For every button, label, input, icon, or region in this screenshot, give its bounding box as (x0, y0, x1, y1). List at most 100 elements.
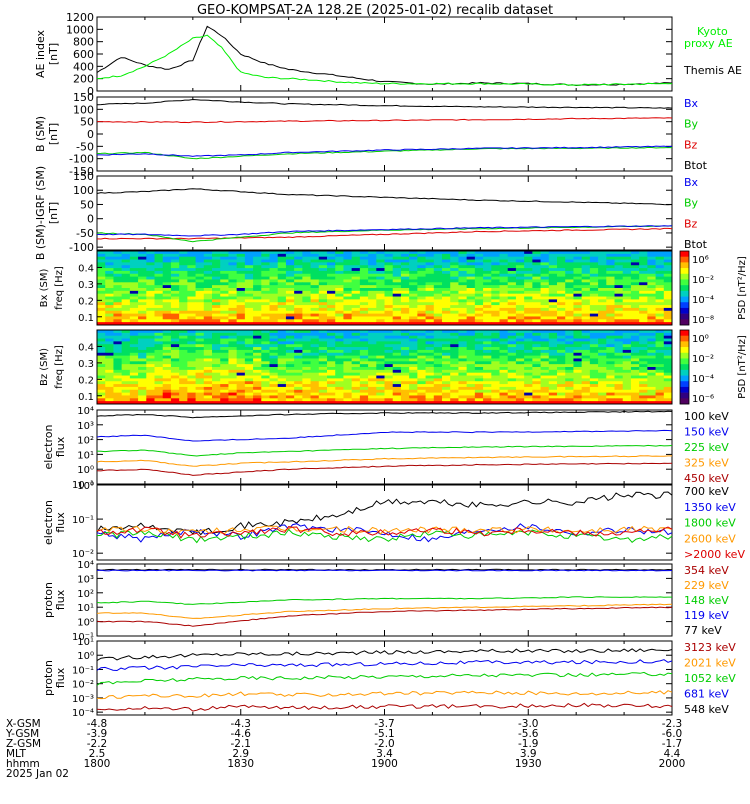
bz_spec-cbar-tick: 10⁻⁴ (692, 374, 714, 385)
bx_spec-cell (573, 265, 583, 269)
bz_spec-cell (483, 338, 492, 342)
bx_spec-cell (425, 268, 435, 272)
bz_spec-cell (138, 358, 147, 362)
bz_spec-cell (285, 369, 295, 374)
bz_spec-cell (138, 367, 147, 371)
bz_spec-cell (589, 398, 599, 402)
bz_spec-cell (606, 381, 615, 385)
bz_spec-cell (540, 392, 550, 396)
bx_spec-cell (409, 316, 418, 320)
bz_spec-cell (253, 369, 262, 374)
bz_spec-cell (220, 364, 229, 368)
bx_spec-cell (162, 302, 172, 306)
bz_spec-cell (598, 358, 607, 362)
bx_spec-cell (105, 307, 114, 312)
bz_spec-cell (442, 375, 451, 379)
bx_spec-cell (285, 322, 295, 326)
bz_spec-cell (269, 330, 279, 334)
bx_spec-cell (351, 313, 361, 317)
bz_spec-cell (261, 344, 270, 348)
bx_spec-cell (483, 305, 492, 309)
bx_spec-cell (450, 256, 459, 260)
bx_spec-cell (557, 310, 566, 315)
bz_spec-cell (212, 361, 221, 365)
bz_spec-cell (343, 347, 353, 351)
bx_spec-cell (146, 253, 155, 258)
bz_spec-cell (253, 372, 262, 376)
bx_spec-cell (392, 262, 402, 266)
bx_spec-cell (630, 270, 640, 275)
bz_spec-cell (565, 372, 574, 376)
bz_spec-colorbar-frame (679, 329, 690, 405)
bx_spec-cell (244, 268, 254, 272)
bx_spec-cell (515, 299, 525, 303)
bz_spec-cell (499, 395, 509, 399)
bz_spec-cell (195, 338, 205, 342)
bx_spec-heatmap (97, 251, 673, 326)
bx_spec-cell (318, 313, 328, 317)
bx_spec-cell (515, 290, 525, 295)
bz_spec-cell (351, 398, 361, 402)
bx_spec-cell (244, 285, 254, 289)
bz_spec-cell (220, 361, 229, 365)
bz_spec-cell (548, 358, 558, 362)
pflux_high-ytick-label: 10⁻¹ (72, 665, 94, 676)
bz_spec-cell (647, 355, 656, 359)
bz_spec-cell (458, 330, 468, 334)
bx_spec-cell (491, 273, 500, 278)
bx_spec-cell (663, 302, 673, 306)
ae-legend-item-2: proxy AE (684, 37, 733, 50)
bz_spec-cell (146, 341, 155, 345)
bz_spec-cell (244, 341, 254, 345)
bz_spec-cell (129, 378, 139, 382)
bz_spec-cell (630, 378, 640, 382)
bz_spec-cell (639, 395, 648, 399)
bz_spec-cell (351, 372, 361, 376)
bz_spec-cell (327, 335, 336, 339)
bx_spec-cell (425, 251, 435, 255)
bx_spec-cell (499, 296, 509, 300)
bz_spec-cell (154, 352, 164, 357)
bx_spec-cell (433, 302, 443, 306)
bx_spec-cell (589, 279, 599, 283)
x-axis-row-label: hhmm (6, 758, 40, 770)
bz_spec-cell (565, 369, 574, 374)
bz_spec-cell (474, 344, 484, 348)
eflux_low-ylabel-2: flux (54, 436, 67, 457)
bx_spec-cell (474, 302, 484, 306)
bx_spec-cell (409, 302, 418, 306)
x-axis-mlt-tick: 2.5 (89, 748, 106, 760)
bx_spec-cell (507, 276, 517, 280)
bz_spec-cell (220, 401, 229, 405)
bz_spec-cell (392, 341, 402, 345)
bz_spec-cell (499, 384, 509, 388)
bz_spec-cell (442, 349, 451, 354)
bx_spec-cell (121, 302, 131, 306)
bz_spec-cell (236, 386, 246, 391)
bx_spec-cell (557, 322, 566, 326)
bz_spec-cell (417, 398, 426, 402)
bz_spec-cell (499, 392, 509, 396)
bx_spec-cell (187, 282, 196, 286)
bx_spec-cell (442, 305, 451, 309)
bz_spec-cell (606, 330, 615, 334)
bz_spec-cell (236, 355, 246, 359)
bx_spec-cell (244, 310, 254, 315)
bz_spec-cell (203, 355, 213, 359)
bz_spec-cell (253, 347, 262, 351)
bx_spec-cell (433, 273, 443, 278)
bx_spec-cell (261, 273, 270, 278)
bx_spec-cell (236, 313, 246, 317)
bz_spec-cell (557, 338, 566, 342)
bz_spec-cell (433, 330, 443, 334)
bz_spec-cell (212, 395, 221, 399)
bz_spec-cell (162, 384, 172, 388)
bx_spec-cell (187, 296, 196, 300)
bz_spec-cell (203, 347, 213, 351)
bx_spec-cell (606, 273, 615, 278)
bx_spec-cell (630, 279, 640, 283)
bz_spec-cell (368, 395, 377, 399)
bz_spec-cell (474, 378, 484, 382)
bx_spec-cell (97, 302, 106, 306)
bx_spec-cell (573, 322, 583, 326)
